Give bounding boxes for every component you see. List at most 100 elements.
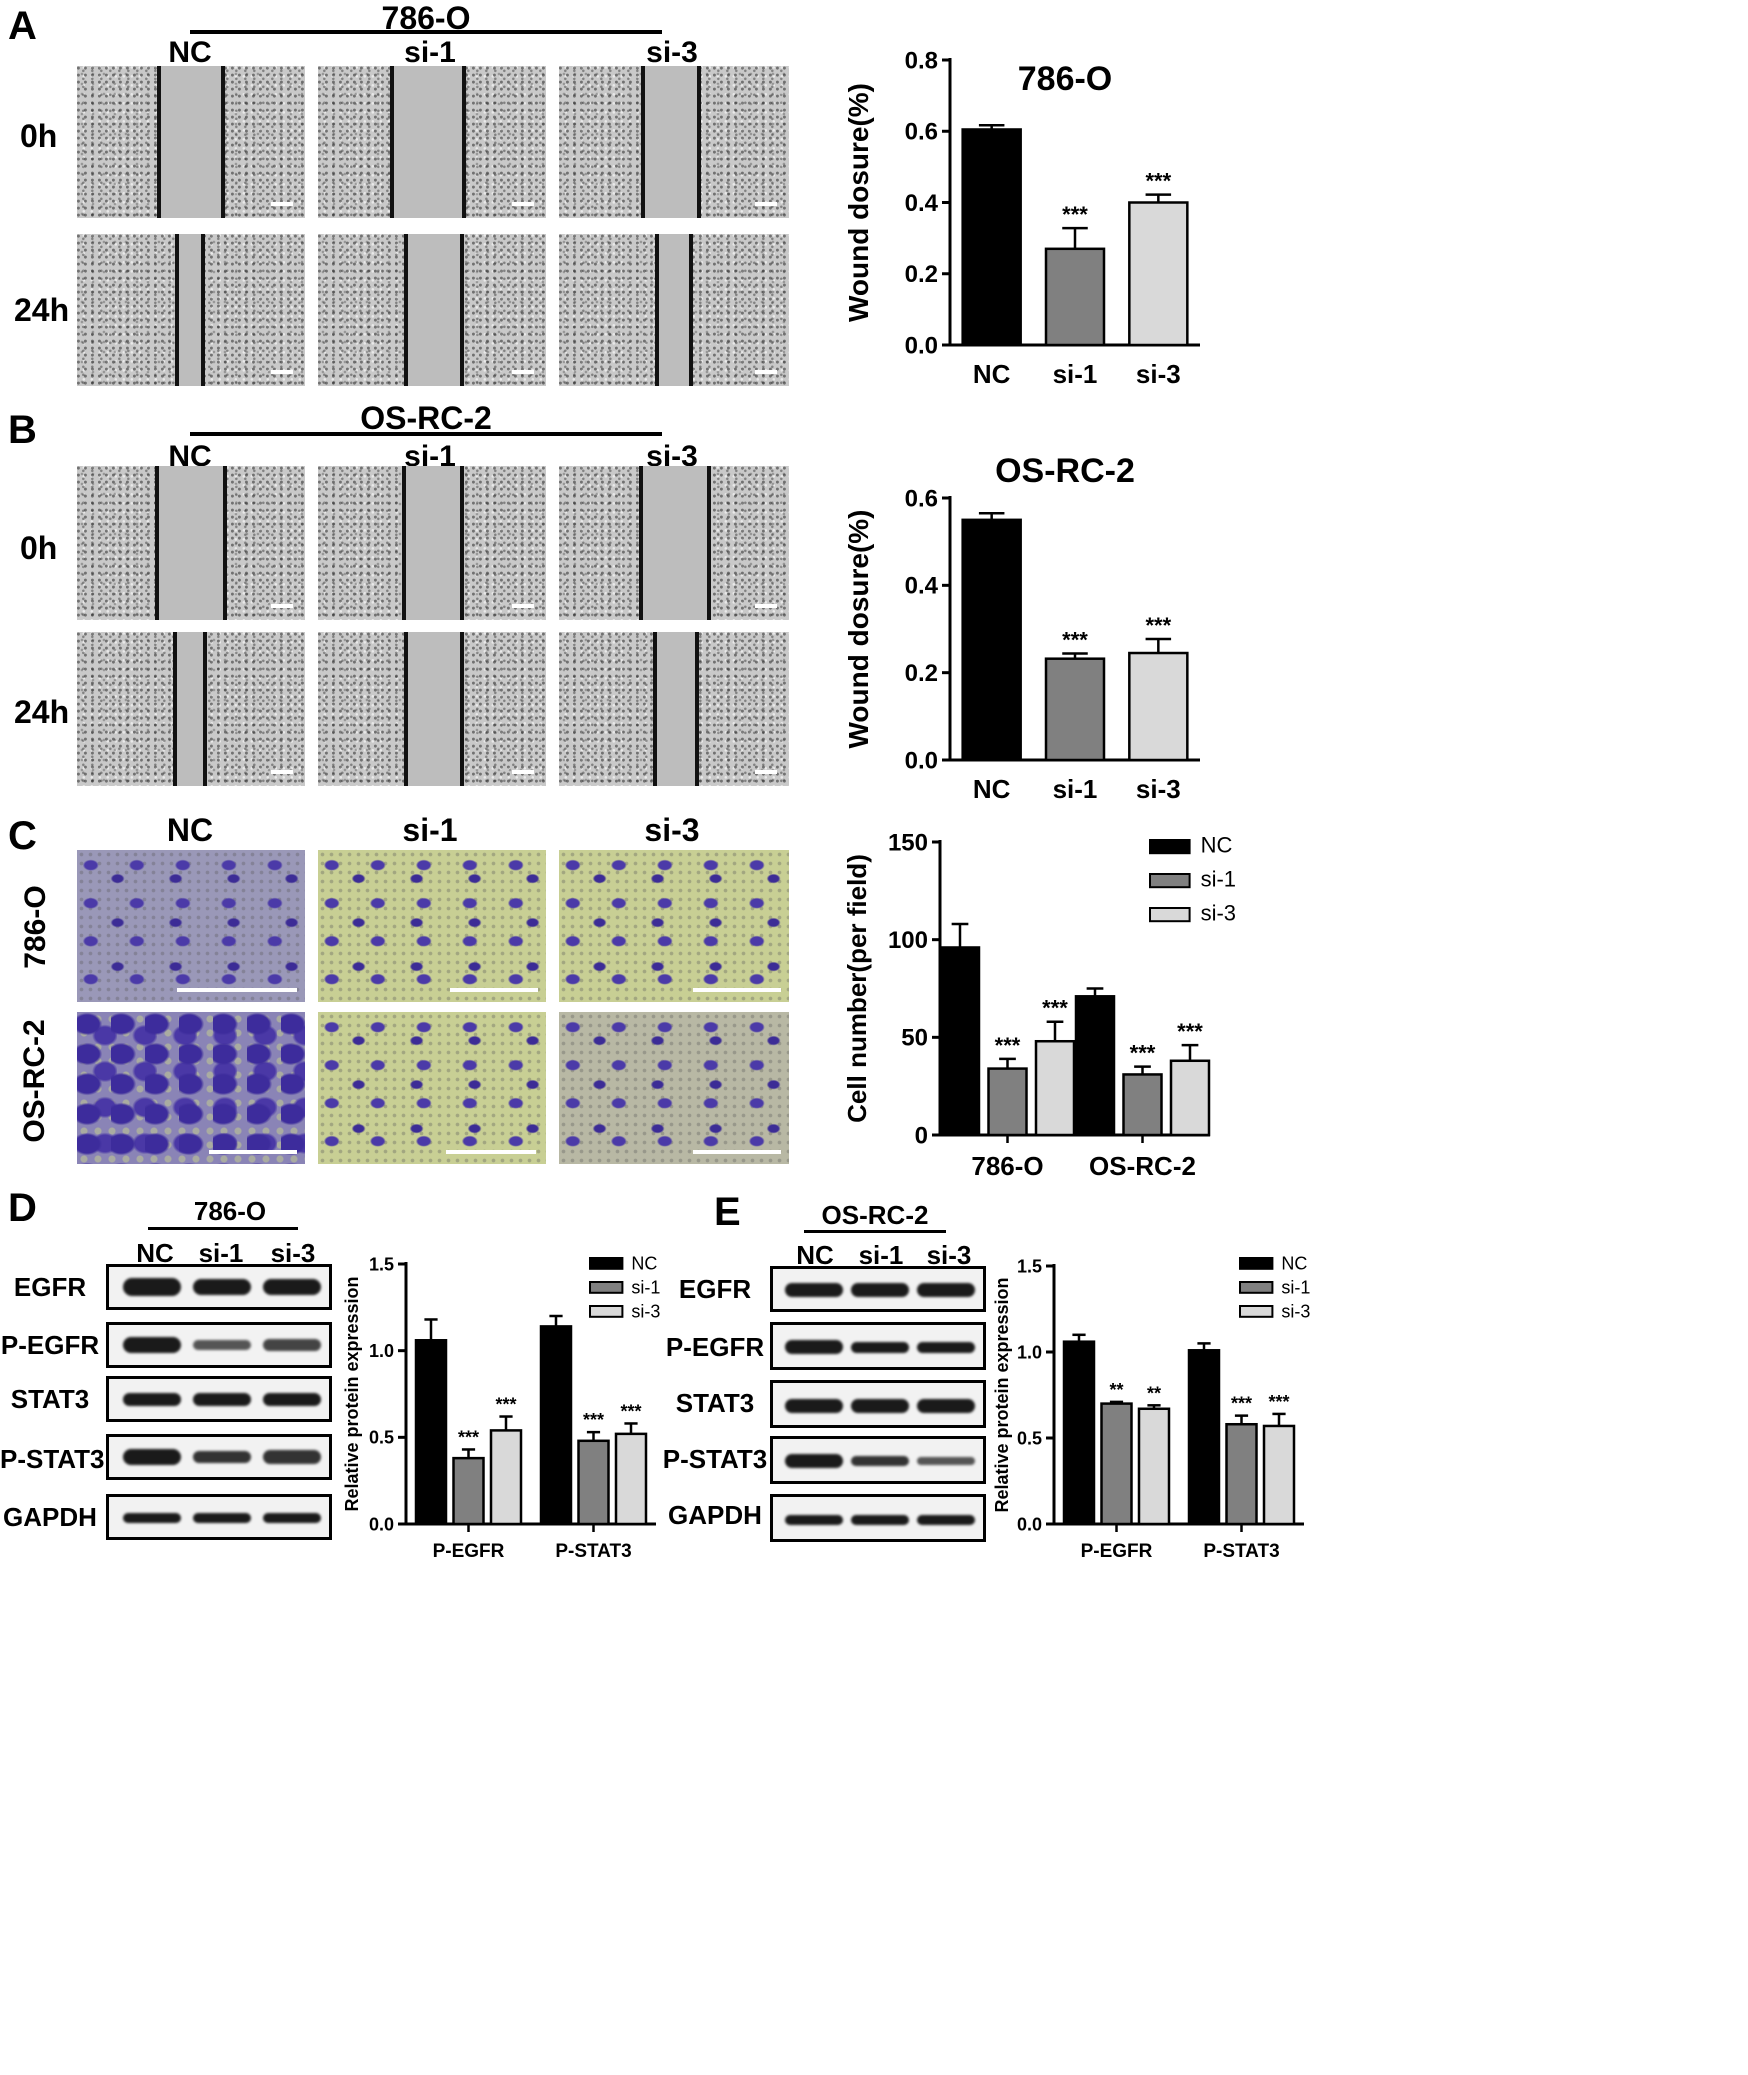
- bar-si-1: [1100, 1402, 1133, 1526]
- group-label-si1-a: si-1: [404, 36, 456, 69]
- significance-label-si-1: ***: [1062, 202, 1088, 227]
- wound-image-a-si3-0h: [559, 66, 789, 218]
- y-tick-label: 100: [888, 927, 928, 954]
- lane-label-si1-e: si-1: [858, 1240, 904, 1270]
- y-tick-label: 0.5: [1017, 1428, 1042, 1448]
- wound-image-b-si1-24h: [318, 632, 546, 786]
- legend-swatch-NC: [1149, 839, 1191, 855]
- group-label-nc-a: NC: [168, 36, 212, 69]
- bar-si-3: [1128, 201, 1189, 347]
- panel-letter-e: E: [714, 1190, 741, 1234]
- group-label-si3-c: si-3: [644, 812, 700, 848]
- legend-label-NC: NC: [1201, 832, 1233, 857]
- legend-swatch-si-1: [1149, 873, 1191, 889]
- x-category-label: si-3: [1136, 359, 1181, 389]
- significance-label-si-1: ***: [583, 1410, 604, 1430]
- bar-si-3: [1169, 1059, 1211, 1137]
- y-tick-label: 1.0: [369, 1341, 394, 1361]
- x-category-label: P-STAT3: [1203, 1541, 1279, 1562]
- bar-si-1: [1225, 1422, 1258, 1526]
- bar-si-3: [1262, 1424, 1296, 1526]
- y-tick-label: 0.0: [905, 747, 938, 774]
- significance-label-si-1: ***: [458, 1427, 479, 1447]
- bar-si-1: [1122, 1073, 1163, 1137]
- wound-image-a-si1-0h: [318, 66, 546, 218]
- protein-label-stat3-e: STAT3: [675, 1388, 755, 1418]
- y-tick-label: 0.4: [905, 190, 939, 217]
- protein-label-pstat3-d: P-STAT3: [0, 1444, 105, 1474]
- panel-letter-a: A: [8, 4, 37, 48]
- x-category-label: NC: [973, 774, 1011, 804]
- transwell-image-osrc2-si1: [318, 1012, 546, 1164]
- significance-label-si-1: ***: [1062, 627, 1088, 652]
- bar-si-1: [452, 1456, 485, 1526]
- bar-NC: [539, 1325, 573, 1526]
- group-bar-a: [190, 30, 662, 34]
- lane-label-nc-d: NC: [136, 1238, 174, 1268]
- wound-image-b-si3-24h: [559, 632, 789, 786]
- y-tick-label: 0.0: [1017, 1514, 1042, 1534]
- bar-si-3: [614, 1432, 648, 1526]
- bar-NC: [414, 1339, 448, 1526]
- x-category-label: si-1: [1053, 774, 1098, 804]
- bar-NC: [961, 128, 1022, 347]
- legend-label-si-1: si-1: [1201, 866, 1236, 891]
- wound-closure-chart-786o: 0.0 0.2 0.4 0.6 0.8 Wound dosure(%) 786-O NC ***…: [843, 47, 1200, 389]
- legend-swatch-si-3: [589, 1305, 624, 1318]
- bar-NC: [1074, 995, 1116, 1137]
- cell-line-label-b: OS-RC-2: [360, 400, 492, 436]
- protein-label-pegfr-d: P-EGFR: [0, 1330, 100, 1360]
- y-tick-label: 0: [915, 1122, 928, 1149]
- significance-label-si-1: ***: [1231, 1394, 1252, 1414]
- x-category-label: P-STAT3: [555, 1541, 631, 1562]
- y-axis-label: Relative protein expression: [342, 1276, 362, 1511]
- y-axis-label: Cell number(per field): [842, 854, 872, 1123]
- y-tick-label: 0.5: [369, 1428, 394, 1448]
- panel-letter-d: D: [8, 1186, 37, 1230]
- panel-letter-c: C: [8, 814, 37, 858]
- transwell-image-osrc2-si3: [559, 1012, 789, 1164]
- blot-egfr-d: [106, 1264, 332, 1310]
- bar-si-1: [1044, 657, 1106, 762]
- group-bar-b: [190, 432, 662, 436]
- row-label-osrc2-c: OS-RC-2: [18, 1019, 51, 1143]
- wound-closure-chart-osrc2: 0.0 0.2 0.4 0.6 Wound dosure(%) OS-RC-2 NC *** s…: [843, 452, 1200, 804]
- bar-NC: [1062, 1340, 1096, 1526]
- y-tick-label: 0.2: [905, 261, 938, 288]
- wound-image-b-si1-0h: [318, 466, 546, 620]
- significance-label-si-3: ***: [1145, 613, 1171, 638]
- protein-label-gapdh-e: GAPDH: [668, 1500, 762, 1530]
- legend-label-si-1: si-1: [631, 1278, 660, 1298]
- timepoint-label-24h-b: 24h: [14, 694, 70, 730]
- wound-image-b-nc-24h: [77, 632, 305, 786]
- blot-egfr-e: [770, 1266, 986, 1312]
- bar-NC: [939, 946, 981, 1137]
- panel-letter-b: B: [8, 408, 37, 452]
- x-category-label: P-EGFR: [1081, 1541, 1153, 1562]
- lane-label-nc-e: NC: [796, 1240, 834, 1270]
- y-tick-label: 1.5: [1017, 1256, 1042, 1276]
- x-category-label: OS-RC-2: [1089, 1151, 1196, 1181]
- x-category-label: si-3: [1136, 774, 1181, 804]
- significance-label-si-3: ***: [1145, 169, 1171, 194]
- significance-label-si-3: ***: [1177, 1019, 1203, 1044]
- wound-image-a-si3-24h: [559, 234, 789, 386]
- y-tick-label: 150: [888, 829, 928, 856]
- significance-label-si-3: ***: [495, 1395, 516, 1415]
- row-label-786o-c: 786-O: [19, 885, 52, 969]
- timepoint-label-0h-b: 0h: [20, 530, 58, 566]
- blot-pstat3-e: [770, 1436, 986, 1484]
- bar-si-1: [577, 1439, 610, 1526]
- lane-bar-e: [804, 1230, 946, 1233]
- protein-label-gapdh-d: GAPDH: [3, 1502, 97, 1532]
- x-category-label: si-1: [1053, 359, 1098, 389]
- significance-label-si-3: ***: [1268, 1392, 1289, 1412]
- y-tick-label: 0.4: [905, 573, 939, 600]
- protein-expression-chart-786o: 0.0 0.5 1.0 1.5 Relative protein expression *…: [342, 1254, 660, 1562]
- cell-line-label-a: 786-O: [381, 0, 471, 36]
- y-axis-label: Wound dosure(%): [843, 509, 874, 748]
- blot-pstat3-d: [106, 1434, 332, 1480]
- significance-label-si-3: **: [1147, 1383, 1161, 1403]
- significance-label-si-3: ***: [1042, 996, 1068, 1021]
